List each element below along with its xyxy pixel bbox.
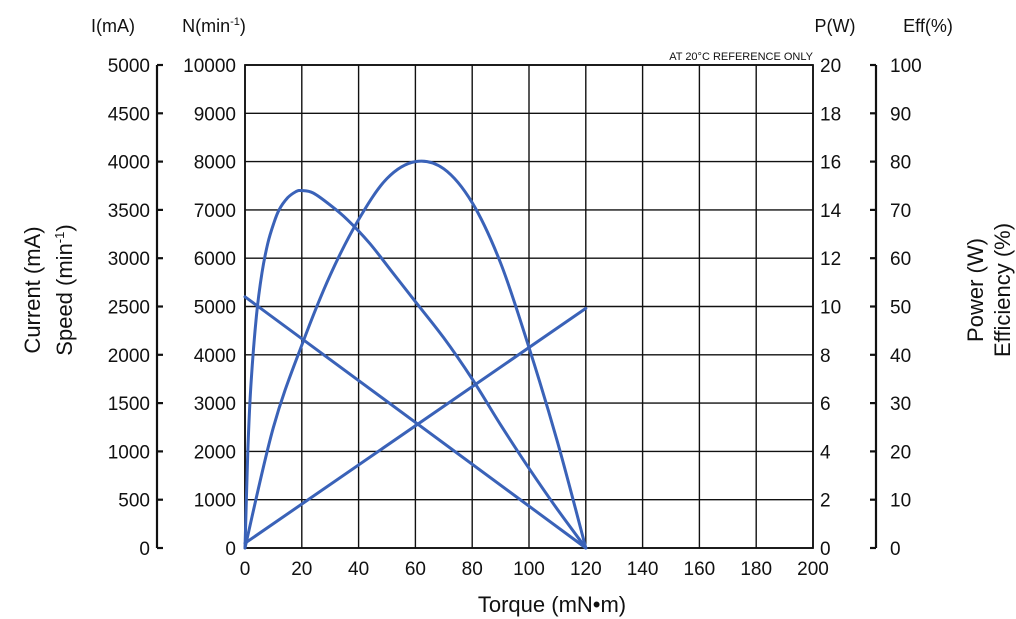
power-axis-label: Power (W) xyxy=(963,238,988,342)
efficiency-tick-label: 50 xyxy=(890,298,911,319)
speed-tick-label: 1000 xyxy=(194,491,236,512)
current-axis-header: I(mA) xyxy=(91,16,135,36)
efficiency-tick-label: 40 xyxy=(890,346,911,367)
speed-tick-label: 3000 xyxy=(194,394,236,415)
power-tick-label: 12 xyxy=(820,249,841,270)
x-tick-label: 180 xyxy=(740,559,772,580)
current-tick-label: 3000 xyxy=(108,249,150,270)
speed-curve xyxy=(243,295,588,550)
speed-tick-label: 7000 xyxy=(194,201,236,222)
power-tick-label: 16 xyxy=(820,153,841,174)
speed-tick-label: 2000 xyxy=(194,442,236,463)
speed-tick-label: 4000 xyxy=(194,346,236,367)
plot-frame xyxy=(244,64,814,549)
efficiency-tick-label: 30 xyxy=(890,394,911,415)
efficiency-curve xyxy=(243,188,588,550)
power-tick-label: 2 xyxy=(820,491,831,512)
power-curve xyxy=(243,159,588,550)
current-axis-label: Current (mA) xyxy=(20,226,45,353)
power-tick-label: 4 xyxy=(820,442,831,463)
x-tick-label: 120 xyxy=(570,559,602,580)
power-tick-label: 20 xyxy=(820,56,841,77)
power-tick-label: 14 xyxy=(820,201,842,222)
power-tick-label: 8 xyxy=(820,346,831,367)
speed-axis-header: N(min-1) xyxy=(182,16,246,36)
power-tick-label: 0 xyxy=(820,539,831,560)
x-tick-label: 40 xyxy=(348,559,369,580)
current-tick-label: 4000 xyxy=(108,153,150,174)
speed-axis-label: Speed (min-1) xyxy=(52,224,77,355)
speed-tick-label: 9000 xyxy=(194,104,236,125)
x-tick-label: 100 xyxy=(513,559,545,580)
x-tick-label: 60 xyxy=(405,559,426,580)
current-tick-label: 4500 xyxy=(108,104,150,125)
x-tick-label: 140 xyxy=(627,559,659,580)
efficiency-tick-label: 70 xyxy=(890,201,911,222)
efficiency-tick-label: 60 xyxy=(890,249,911,270)
speed-tick-label: 5000 xyxy=(194,298,236,319)
efficiency-tick-label: 20 xyxy=(890,442,911,463)
efficiency-tick-label: 90 xyxy=(890,104,911,125)
current-tick-label: 0 xyxy=(139,539,150,560)
current-tick-label: 1000 xyxy=(108,442,150,463)
current-tick-label: 5000 xyxy=(108,56,150,77)
efficiency-tick-label: 0 xyxy=(890,539,901,560)
efficiency-axis-header: Eff(%) xyxy=(903,16,953,36)
efficiency-tick-label: 100 xyxy=(890,56,922,77)
current-tick-label: 1500 xyxy=(108,394,150,415)
x-tick-label: 160 xyxy=(684,559,716,580)
power-tick-label: 10 xyxy=(820,298,841,319)
efficiency-tick-label: 10 xyxy=(890,491,911,512)
efficiency-axis-label: Efficiency (%) xyxy=(990,223,1015,357)
grid xyxy=(244,64,814,549)
speed-tick-label: 0 xyxy=(225,539,236,560)
x-tick-label: 20 xyxy=(291,559,312,580)
current-tick-label: 2000 xyxy=(108,346,150,367)
power-tick-label: 6 xyxy=(820,394,831,415)
current-tick-label: 500 xyxy=(118,491,150,512)
reference-note: AT 20°C REFERENCE ONLY xyxy=(669,51,813,63)
speed-tick-label: 10000 xyxy=(183,56,236,77)
current-tick-label: 3500 xyxy=(108,201,150,222)
power-tick-label: 18 xyxy=(820,104,841,125)
current-tick-label: 2500 xyxy=(108,298,150,319)
speed-tick-label: 8000 xyxy=(194,153,236,174)
x-tick-label: 80 xyxy=(462,559,483,580)
torque-axis-label: Torque (mN•m) xyxy=(478,592,626,617)
curves xyxy=(243,159,588,550)
efficiency-tick-label: 80 xyxy=(890,153,911,174)
x-tick-label: 0 xyxy=(240,559,251,580)
power-axis-header: P(W) xyxy=(815,16,856,36)
x-tick-label: 200 xyxy=(797,559,829,580)
speed-tick-label: 6000 xyxy=(194,249,236,270)
